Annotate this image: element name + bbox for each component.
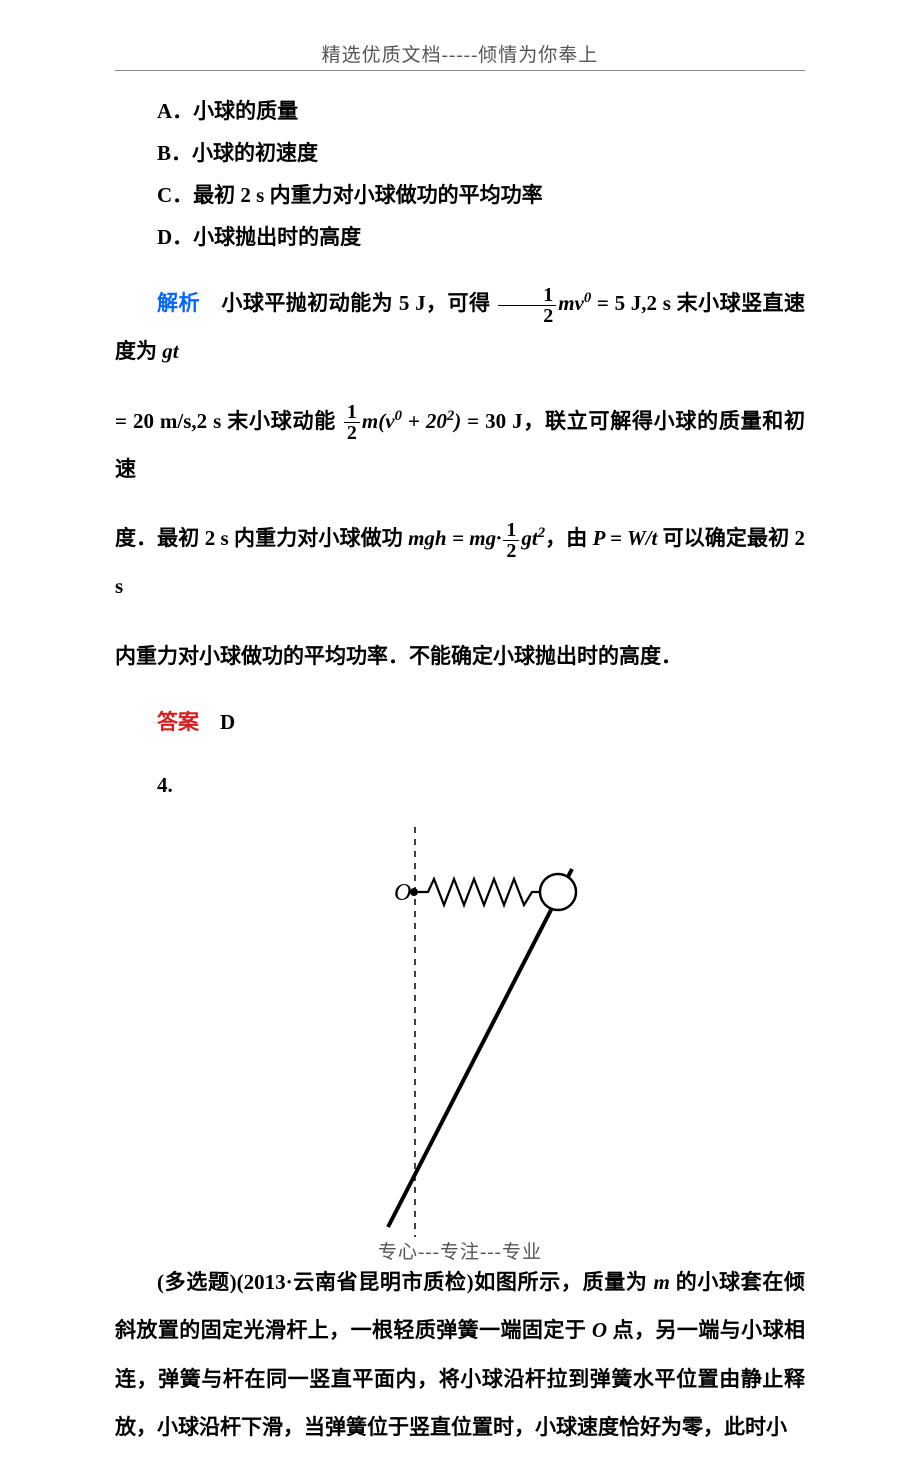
analysis-seg1a: 小球平抛初动能为 5 J，可得 — [221, 291, 490, 315]
analysis-line3: 度．最初 2 s 内重力对小球做功 mgh = mg·12gt2，由 P = W… — [115, 514, 805, 611]
physics-diagram: O — [310, 827, 610, 1237]
expr-v0-20: (v0 + 202) — [378, 409, 461, 433]
answer-label: 答案 — [157, 710, 199, 734]
analysis-line4: 内重力对小球做功的平均功率．不能确定小球抛出时的高度． — [115, 632, 805, 680]
expr-mgh: mgh = mg· — [408, 526, 501, 550]
expr-gt: gt — [162, 339, 178, 363]
page-header: 精选优质文档-----倾情为你奉上 — [0, 40, 920, 67]
q4-number: 4. — [115, 764, 805, 806]
analysis-line1: 解析 小球平抛初动能为 5 J，可得 12mv0 = 5 J,2 s 末小球竖直… — [115, 279, 805, 376]
analysis-seg3a: 度．最初 2 s 内重力对小球做功 — [115, 526, 408, 550]
expr-mv0: mv0 — [558, 291, 591, 315]
var-O: O — [592, 1318, 607, 1342]
expr-pwt: P = W/t — [593, 526, 658, 550]
answer-value: D — [220, 710, 235, 734]
expr-gt2: gt2 — [521, 526, 545, 550]
option-a: A．小球的质量 — [115, 90, 805, 132]
main-content: A．小球的质量 B．小球的初速度 C．最初 2 s 内重力对小球做功的平均功率 … — [115, 90, 805, 1472]
answer-line: 答案 D — [115, 701, 805, 743]
var-m: m — [653, 1270, 669, 1294]
diagram-label-O: O — [394, 880, 411, 906]
q4-text: (多选题)(2013·云南省昆明市质检)如图所示，质量为 m 的小球套在倾斜放置… — [115, 1258, 805, 1451]
fraction-half-1: 12 — [498, 285, 556, 326]
expr-m: m — [362, 409, 378, 433]
header-divider — [115, 70, 805, 71]
analysis-label: 解析 — [157, 291, 200, 315]
option-d: D．小球抛出时的高度 — [115, 216, 805, 258]
fraction-half-2: 12 — [344, 402, 360, 443]
page-footer: 专心---专注---专业 — [0, 1237, 920, 1264]
analysis-seg2a: = 20 m/s,2 s 末小球动能 — [115, 409, 336, 433]
analysis-seg3b: ，由 — [545, 526, 593, 550]
analysis-line2: = 20 m/s,2 s 末小球动能 12m(v0 + 202) = 30 J，… — [115, 397, 805, 494]
fraction-half-3: 12 — [503, 520, 519, 561]
option-b: B．小球的初速度 — [115, 132, 805, 174]
option-c: C．最初 2 s 内重力对小球做功的平均功率 — [115, 174, 805, 216]
